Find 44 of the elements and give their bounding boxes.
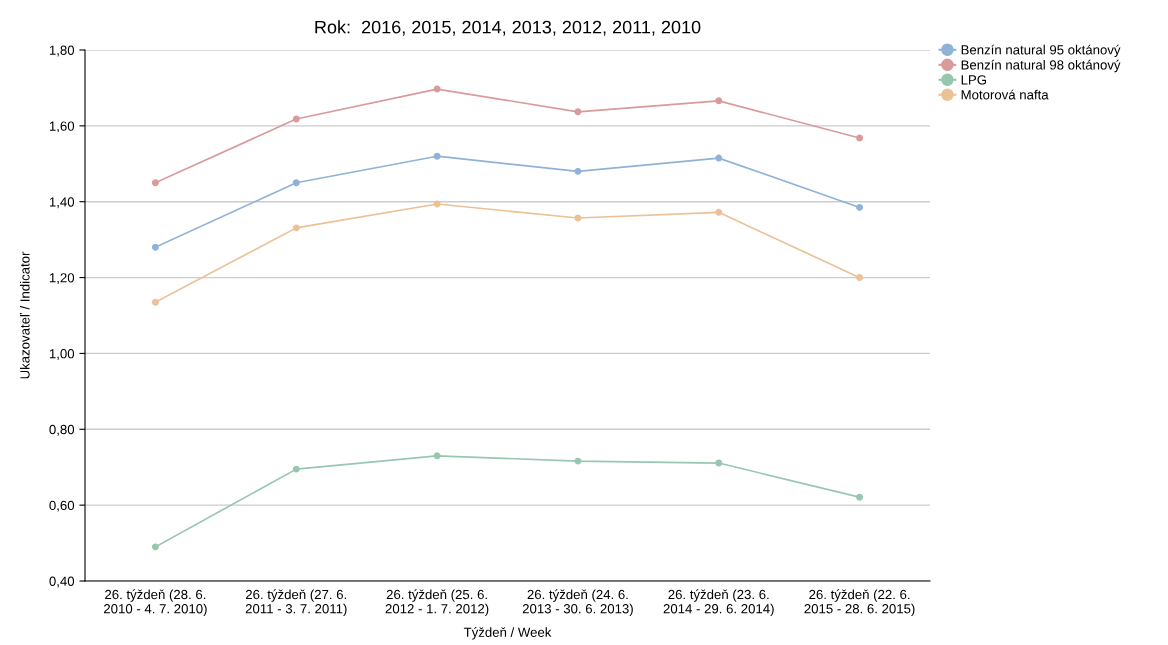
y-tick-label: 0,40 [49,576,75,588]
point [715,97,723,105]
y-tick-label: 1,60 [49,121,75,133]
point [715,154,723,162]
point [574,457,582,465]
y-tick-label: 0,60 [49,500,75,512]
y-tick-label: 1,00 [49,349,75,360]
point [151,543,159,551]
x-tick-label: 26. týždeň (27. 6. 2011 - 3. 7. 2011) [245,589,347,616]
legend-label: Motorová nafta [961,89,1049,100]
x-tick-label: 26. týždeň (22. 6. 2015 - 28. 6. 2015) [804,589,915,616]
point [574,167,582,175]
point [574,108,582,116]
x-tick-label: 26. týždeň (24. 6. 2013 - 30. 6. 2013) [522,589,633,616]
point [151,243,159,251]
x-tick-label: 26. týždeň (23. 6. 2014 - 29. 6. 2014) [663,589,774,616]
legend-label: LPG [961,75,987,85]
point [715,208,723,216]
y-tick-label: 1,20 [49,273,75,285]
point [715,459,723,467]
x-tick-label: 26. týždeň (25. 6. 2012 - 1. 7. 2012) [385,589,489,616]
y-axis-title: Ukazovateľ / Indicator [19,251,30,379]
point [856,493,864,501]
y-tick-label: 1,80 [49,45,75,57]
point [151,298,159,306]
point [151,179,159,187]
y-tick-label: 1,40 [49,197,75,209]
x-axis-title: Týždeň / Week [463,627,552,640]
point [856,134,864,142]
point [574,214,582,222]
point [433,152,441,160]
legend-label: Benzín natural 95 oktánový [961,44,1121,58]
chart-title: Rok: 2016, 2015, 2014, 2013, 2012, 2011, 2010 [315,20,701,36]
point [433,85,441,93]
legend-label: Benzín natural 98 oktánový [961,59,1121,73]
point [856,203,864,211]
point [292,115,300,123]
x-tick-label: 26. týždeň (28. 6. 2010 - 4. 7. 2010) [104,589,207,616]
point [292,224,300,232]
point [292,465,300,473]
point [856,274,864,282]
point [433,452,441,460]
y-tick-label: 0,80 [49,424,75,436]
point [292,179,300,187]
